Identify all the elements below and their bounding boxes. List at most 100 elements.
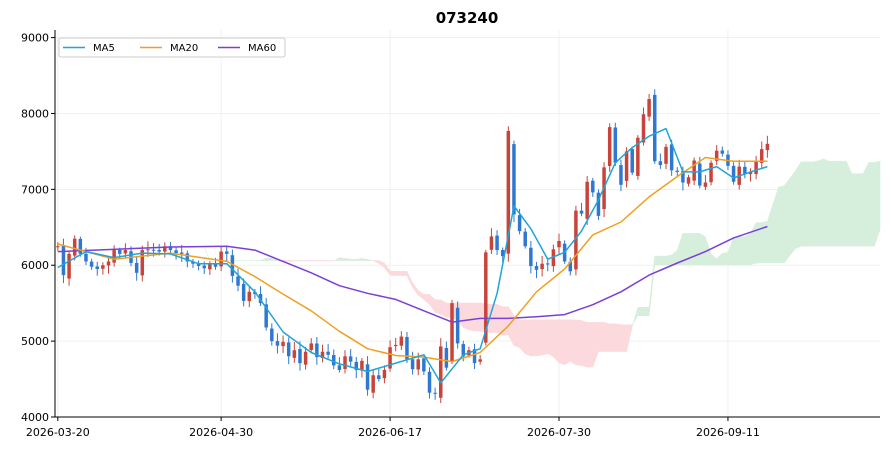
candle-body: [241, 283, 246, 301]
candle-body: [337, 365, 342, 370]
candle-body: [427, 371, 432, 393]
candle-body: [298, 348, 302, 364]
candle-body: [439, 346, 443, 398]
x-tick-label: 2026-07-30: [527, 426, 591, 439]
cloud-segment: [862, 162, 870, 247]
candle-body: [422, 358, 426, 372]
legend-label: MA5: [93, 43, 115, 54]
cloud-segment: [468, 302, 475, 332]
cloud-segment: [817, 158, 824, 247]
candle-body: [433, 392, 437, 394]
candle-body: [596, 192, 601, 216]
cloud-segment: [840, 160, 847, 247]
cloud-segment: [496, 303, 503, 336]
candle-body: [382, 369, 387, 379]
candle-body: [354, 361, 359, 370]
candle-body: [517, 215, 522, 232]
cloud-segment: [829, 160, 836, 247]
candle-body: [692, 160, 696, 181]
candle-body: [309, 343, 313, 351]
cloud-segment: [423, 294, 430, 305]
candle-body: [731, 165, 736, 182]
candle-body: [196, 263, 201, 266]
cloud-segment: [378, 260, 385, 269]
candle-body: [286, 342, 291, 357]
cloud-segment: [265, 257, 273, 261]
candle-body: [591, 180, 595, 193]
candle-body: [523, 231, 527, 247]
y-tick-label: 4000: [21, 411, 49, 424]
candle-body: [557, 240, 561, 248]
candle-body: [78, 238, 83, 254]
candle-body: [630, 149, 634, 173]
candle-body: [472, 349, 477, 364]
cloud-segment: [654, 255, 661, 265]
candle-body: [686, 177, 691, 184]
candle-body: [551, 249, 556, 267]
cloud-segment: [434, 299, 442, 315]
cloud-segment: [772, 187, 779, 264]
legend: MA5 MA20 MA60: [58, 37, 286, 58]
cloud-segment: [209, 260, 216, 263]
candle-body: [393, 344, 398, 347]
cloud-segment: [710, 253, 717, 265]
cloud-segment: [733, 236, 740, 265]
candle-body: [315, 343, 319, 358]
cloud-segment: [401, 270, 408, 276]
cloud-segment: [581, 320, 588, 368]
candle-body: [613, 127, 618, 163]
candle-body: [658, 161, 663, 166]
y-tick-label: 7000: [21, 183, 49, 196]
candle-body: [720, 150, 725, 154]
candle-body: [179, 252, 184, 254]
candle-body: [320, 351, 325, 358]
cloud-segment: [569, 319, 577, 366]
candle-body: [534, 266, 539, 270]
candle-body: [365, 364, 370, 390]
candle-body: [95, 266, 99, 270]
candle-body: [495, 235, 499, 251]
candle-body: [292, 350, 297, 358]
legend-label: MA20: [170, 43, 198, 54]
candle-body: [709, 162, 713, 183]
candle-body: [377, 375, 381, 380]
candle-body: [743, 166, 747, 175]
cloud-segment: [631, 307, 639, 327]
candle-body: [765, 143, 770, 151]
legend-label: MA60: [248, 43, 276, 54]
cloud-segment: [660, 255, 667, 265]
candle-body: [185, 253, 190, 262]
candle-body: [264, 304, 268, 328]
cloud-segment: [699, 232, 706, 265]
candle-body: [123, 250, 128, 254]
candle-body: [174, 250, 178, 254]
candle-body: [275, 341, 280, 346]
candle-body: [647, 99, 651, 117]
candle-body: [360, 360, 364, 371]
cloud-segment: [806, 161, 813, 247]
cloud-segment: [693, 233, 701, 265]
candle-body: [230, 255, 235, 276]
ma5-line: [57, 127, 768, 384]
cloud-segment: [339, 257, 346, 261]
cloud-segment: [575, 319, 582, 366]
cloud-segment: [716, 252, 723, 265]
candle-body: [388, 347, 392, 369]
legend-box: [58, 37, 286, 58]
candle-body: [84, 253, 88, 262]
cloud-segment: [671, 249, 678, 265]
candle-body: [236, 276, 240, 286]
y-tick-label: 9000: [21, 32, 49, 45]
cloud-segment: [637, 306, 644, 316]
cloud-segment: [874, 160, 881, 247]
candles: [56, 89, 770, 403]
candle-body: [641, 114, 646, 143]
cloud-segment: [603, 322, 610, 352]
y-tick-label: 6000: [21, 259, 49, 272]
cloud-segment: [620, 324, 627, 352]
candle-body: [213, 263, 218, 267]
candle-body: [270, 328, 274, 342]
candle-body: [89, 261, 94, 267]
candle-body: [574, 210, 578, 270]
